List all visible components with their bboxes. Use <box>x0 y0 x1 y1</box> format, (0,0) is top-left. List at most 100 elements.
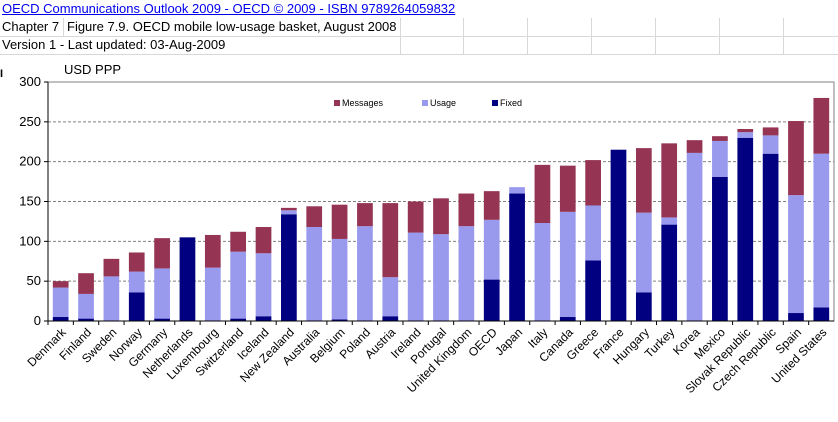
bar-fixed[interactable] <box>128 292 145 321</box>
chapter-cell[interactable]: Chapter 7 <box>2 19 60 34</box>
bar-messages[interactable] <box>357 203 373 227</box>
bar-messages[interactable] <box>52 281 69 288</box>
bar-usage[interactable] <box>661 217 678 225</box>
bar-usage[interactable] <box>686 152 703 321</box>
bar-usage[interactable] <box>306 226 323 321</box>
bar-messages[interactable] <box>813 97 830 154</box>
bar-messages[interactable] <box>458 193 475 227</box>
header-row-2: Chapter 7 Figure 7.9. OECD mobile low-us… <box>0 18 838 36</box>
row-border <box>0 36 838 37</box>
bar-messages[interactable] <box>559 165 576 212</box>
bar-fixed[interactable] <box>281 214 297 321</box>
bar-usage[interactable] <box>407 232 424 321</box>
bar-fixed[interactable] <box>559 317 576 321</box>
bar-usage[interactable] <box>483 219 500 280</box>
bar-usage[interactable] <box>737 132 754 138</box>
bar-usage[interactable] <box>281 210 297 215</box>
row-border <box>0 54 838 55</box>
bar-fixed[interactable] <box>255 316 272 321</box>
bar-usage[interactable] <box>433 234 449 321</box>
bar-fixed[interactable] <box>52 317 69 321</box>
bar-usage[interactable] <box>128 271 145 293</box>
bar-messages[interactable] <box>281 207 297 211</box>
bar-usage[interactable] <box>357 226 373 321</box>
header-row-3: Version 1 - Last updated: 03-Aug-2009 <box>0 36 838 54</box>
version-cell[interactable]: Version 1 - Last updated: 03-Aug-2009 <box>2 37 226 52</box>
title-link[interactable]: OECD Communications Outlook 2009 - OECD … <box>2 1 456 16</box>
bar-messages[interactable] <box>128 252 145 272</box>
x-tick-label: Japan <box>492 325 525 358</box>
bar-messages[interactable] <box>534 164 551 224</box>
bar-usage[interactable] <box>331 238 348 320</box>
legend-label-messages: Messages <box>342 98 384 108</box>
bar-messages[interactable] <box>483 191 500 220</box>
bar-fixed[interactable] <box>610 149 627 321</box>
bar-messages[interactable] <box>762 127 779 136</box>
legend-swatch-usage <box>422 100 428 106</box>
bar-usage[interactable] <box>813 153 830 308</box>
bar-usage[interactable] <box>78 293 94 319</box>
bar-usage[interactable] <box>154 268 170 319</box>
bar-fixed[interactable] <box>813 307 830 321</box>
bar-fixed[interactable] <box>154 318 170 321</box>
bar-fixed[interactable] <box>331 319 348 321</box>
bar-messages[interactable] <box>382 203 399 278</box>
bar-fixed[interactable] <box>382 316 399 321</box>
y-tick-label: 0 <box>34 313 41 328</box>
bar-fixed[interactable] <box>661 224 678 321</box>
bar-usage[interactable] <box>585 205 601 261</box>
bar-messages[interactable] <box>331 204 348 239</box>
bar-fixed[interactable] <box>737 137 754 321</box>
bar-messages[interactable] <box>255 226 272 254</box>
bar-messages[interactable] <box>788 121 804 196</box>
bar-messages[interactable] <box>712 136 728 141</box>
bar-usage[interactable] <box>382 277 399 317</box>
bar-fixed[interactable] <box>788 313 804 321</box>
bar-fixed[interactable] <box>179 237 196 321</box>
bar-usage[interactable] <box>103 276 120 321</box>
bar-messages[interactable] <box>306 206 323 227</box>
bar-fixed[interactable] <box>585 260 601 321</box>
bar-usage[interactable] <box>230 251 247 319</box>
cell-border <box>63 18 64 36</box>
y-tick-label: 50 <box>27 273 41 288</box>
bar-usage[interactable] <box>712 140 728 177</box>
legend-label-usage: Usage <box>430 98 456 108</box>
bar-fixed[interactable] <box>78 318 94 321</box>
bar-fixed[interactable] <box>635 292 652 321</box>
bar-usage[interactable] <box>52 287 69 318</box>
bar-fixed[interactable] <box>483 279 500 321</box>
bar-usage[interactable] <box>559 211 576 318</box>
bar-usage[interactable] <box>788 195 804 314</box>
bar-messages[interactable] <box>635 148 652 213</box>
bar-usage[interactable] <box>762 135 779 154</box>
bar-fixed[interactable] <box>762 153 779 321</box>
bar-messages[interactable] <box>661 143 678 218</box>
bar-messages[interactable] <box>154 238 170 269</box>
bar-messages[interactable] <box>433 198 449 235</box>
bar-messages[interactable] <box>407 201 424 233</box>
bar-messages[interactable] <box>737 129 754 133</box>
bar-fixed[interactable] <box>509 193 525 321</box>
bar-usage[interactable] <box>534 223 551 321</box>
figure-title-cell[interactable]: Figure 7.9. OECD mobile low-usage basket… <box>67 19 397 34</box>
cell-fragment: I <box>0 68 4 80</box>
bar-usage[interactable] <box>204 267 221 321</box>
x-tick-label: OECD <box>465 325 500 360</box>
bar-fixed[interactable] <box>230 318 247 321</box>
bar-fixed[interactable] <box>712 176 728 321</box>
bar-messages[interactable] <box>585 160 601 206</box>
y-tick-label: 250 <box>19 114 41 129</box>
bar-messages[interactable] <box>204 234 221 268</box>
bar-usage[interactable] <box>255 253 272 317</box>
bar-usage[interactable] <box>458 226 475 321</box>
bar-usage[interactable] <box>509 187 525 194</box>
header-row-1: OECD Communications Outlook 2009 - OECD … <box>0 0 838 18</box>
bar-usage[interactable] <box>635 212 652 293</box>
bar-messages[interactable] <box>78 273 94 294</box>
bar-messages[interactable] <box>686 140 703 153</box>
bar-messages[interactable] <box>230 231 247 252</box>
bar-messages[interactable] <box>103 258 120 277</box>
